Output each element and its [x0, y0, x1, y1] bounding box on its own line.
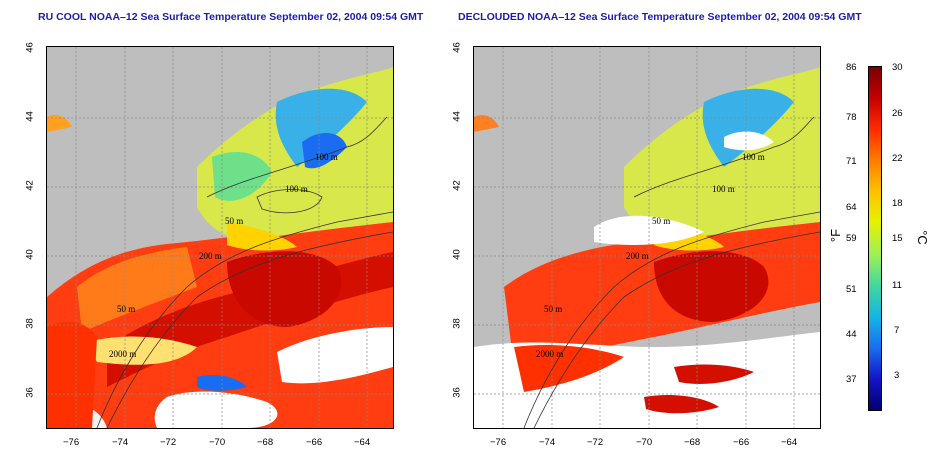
cloud-mask — [594, 215, 704, 245]
lat-tick: 38 — [24, 318, 36, 329]
isobath-label: 100 m — [742, 152, 765, 162]
lon-tick: −64 — [781, 437, 798, 448]
gulf-stream-ring — [227, 251, 342, 327]
fahrenheit-tick: 37 — [846, 374, 857, 385]
lat-tick: 46 — [24, 42, 36, 53]
celsius-tick: 22 — [892, 153, 903, 164]
isobath-label: 200 m — [626, 251, 649, 261]
fahrenheit-tick: 71 — [846, 156, 857, 167]
lon-tick: −64 — [354, 437, 371, 448]
lon-tick: −74 — [112, 437, 129, 448]
cloud-patch — [277, 327, 393, 384]
celsius-tick: 7 — [894, 325, 900, 336]
graticule — [47, 47, 393, 428]
isobath-label: 50 m — [544, 304, 562, 314]
residual-water — [644, 395, 719, 414]
fahrenheit-tick: 64 — [846, 202, 857, 213]
isobath-label: 200 m — [199, 251, 222, 261]
lon-tick: −66 — [733, 437, 750, 448]
isobath-label: 50 m — [652, 216, 670, 226]
fahrenheit-tick: 44 — [846, 329, 857, 340]
temperature-colorbar — [868, 66, 882, 411]
northwest-patch — [474, 115, 499, 132]
celsius-tick: 26 — [892, 108, 903, 119]
lat-tick: 36 — [24, 387, 36, 398]
fahrenheit-tick: 86 — [846, 62, 857, 73]
lat-tick: 42 — [24, 180, 36, 191]
lon-tick: −76 — [63, 437, 80, 448]
graticule — [474, 47, 820, 428]
lon-tick: −72 — [160, 437, 177, 448]
cool-water-patch — [275, 88, 367, 167]
west-coast-water — [47, 321, 97, 428]
teal-shelf-water — [212, 152, 272, 201]
lat-tick: 40 — [24, 249, 36, 260]
lon-tick: −68 — [684, 437, 701, 448]
lat-tick: 42 — [451, 180, 463, 191]
fahrenheit-tick: 51 — [846, 284, 857, 295]
isobath-label: 2000 m — [536, 349, 563, 359]
residual-water — [674, 364, 754, 384]
isobath-label: 100 m — [712, 184, 735, 194]
celsius-tick: 11 — [892, 280, 902, 291]
isobath-label: 100 m — [285, 184, 308, 194]
isobath-label: 2000 m — [109, 349, 136, 359]
cloud-mask — [724, 131, 774, 151]
northwest-patch — [47, 115, 72, 132]
lon-tick: −66 — [306, 437, 323, 448]
lon-tick: −70 — [636, 437, 653, 448]
celsius-unit-label: °C — [914, 230, 930, 245]
fahrenheit-tick: 78 — [846, 112, 857, 123]
blue-cloud-edge — [197, 375, 247, 391]
gulf-stream-ring — [654, 251, 769, 322]
lon-tick: −70 — [209, 437, 226, 448]
scotian-shelf-water — [227, 222, 297, 251]
right-panel-title: DECLOUDED NOAA–12 Sea Surface Temperatur… — [458, 11, 862, 23]
lon-tick: −72 — [587, 437, 604, 448]
isobath-label: 100 m — [315, 152, 338, 162]
lat-tick: 46 — [451, 42, 463, 53]
celsius-tick: 3 — [894, 370, 900, 381]
mixed-cloud-patch — [87, 336, 197, 365]
orange-shelf-water — [77, 247, 197, 332]
lon-tick: −76 — [490, 437, 507, 448]
lon-tick: −74 — [539, 437, 556, 448]
lon-tick: −68 — [257, 437, 274, 448]
lat-tick: 36 — [451, 387, 463, 398]
lat-tick: 40 — [451, 249, 463, 260]
cloud-patch — [154, 391, 278, 428]
left-panel-title: RU COOL NOAA–12 Sea Surface Temperature … — [38, 11, 424, 23]
fahrenheit-tick: 59 — [846, 233, 857, 244]
lat-tick: 44 — [451, 111, 463, 122]
celsius-tick: 18 — [892, 198, 903, 209]
isobath-label: 50 m — [225, 216, 243, 226]
lat-tick: 44 — [24, 111, 36, 122]
sst-map-cloudy: 100 m 100 m 50 m 200 m 50 m 2000 m — [46, 46, 394, 429]
isobath-contours — [523, 116, 820, 428]
residual-water — [514, 345, 624, 392]
celsius-tick: 15 — [892, 233, 903, 244]
sst-map-declouded: 100 m 100 m 50 m 200 m 50 m 2000 m — [473, 46, 821, 429]
lat-tick: 38 — [451, 318, 463, 329]
isobath-label: 50 m — [117, 304, 135, 314]
fahrenheit-unit-label: °F — [828, 228, 844, 243]
celsius-tick: 30 — [892, 62, 903, 73]
isobath-contours — [96, 116, 393, 428]
